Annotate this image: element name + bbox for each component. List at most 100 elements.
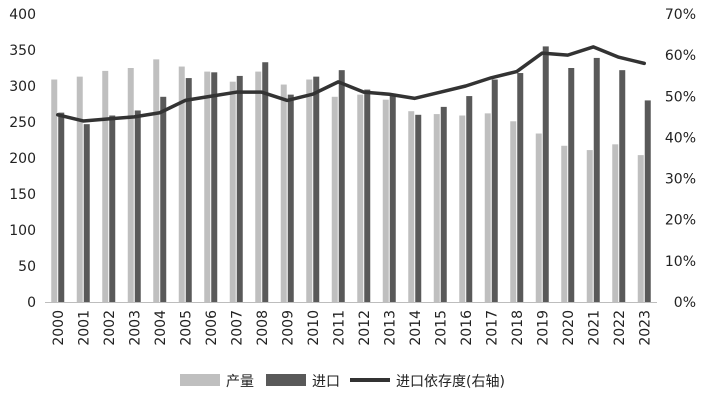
- bar-import: [440, 106, 447, 302]
- x-tick-label: 2001: [76, 310, 92, 346]
- bar-production: [331, 96, 338, 302]
- right-tick-label: 40%: [665, 130, 696, 146]
- bar-production: [280, 84, 287, 302]
- right-tick-label: 10%: [665, 254, 696, 270]
- bar-import: [517, 73, 524, 302]
- bar-import: [338, 70, 345, 302]
- left-tick-label: 100: [9, 223, 36, 239]
- x-tick-label: 2017: [484, 310, 500, 346]
- x-tick-label: 2018: [510, 310, 526, 346]
- bar-import: [236, 75, 243, 302]
- legend-label-import: 进口: [312, 374, 340, 390]
- bar-import: [134, 110, 141, 302]
- bar-import: [619, 70, 626, 302]
- bar-production: [51, 79, 58, 303]
- right-tick-label: 60%: [665, 48, 696, 64]
- bar-production: [433, 114, 440, 302]
- bar-import: [593, 57, 600, 302]
- x-tick-label: 2007: [229, 310, 245, 346]
- right-tick-label: 30%: [665, 172, 696, 188]
- x-tick-label: 2015: [433, 310, 449, 346]
- right-tick-label: 70%: [665, 7, 696, 23]
- bar-production: [127, 68, 134, 302]
- right-tick-label: 20%: [665, 213, 696, 229]
- x-tick-label: 2019: [535, 310, 551, 346]
- ratio-line-path: [56, 45, 646, 123]
- bar-import: [415, 114, 422, 302]
- bar-production: [153, 59, 160, 302]
- x-tick-label: 2012: [357, 310, 373, 346]
- x-tick-label: 2009: [280, 310, 296, 346]
- x-tick-label: 2022: [612, 310, 628, 346]
- x-tick-label: 2006: [204, 310, 220, 346]
- left-tick-label: 300: [9, 79, 36, 95]
- bar-import: [313, 76, 320, 302]
- bar-production: [637, 155, 644, 302]
- left-tick-label: 150: [9, 187, 36, 203]
- bar-production: [535, 133, 542, 302]
- bar-import: [364, 89, 371, 302]
- x-tick-label: 2005: [178, 310, 194, 346]
- left-tick-label: 400: [9, 7, 36, 23]
- bar-import: [211, 72, 218, 302]
- bar-production: [561, 145, 568, 302]
- bar-production: [408, 111, 415, 302]
- bar-import: [466, 96, 473, 302]
- bar-production: [484, 113, 491, 302]
- bar-production: [586, 150, 593, 302]
- x-tick-label: 2004: [153, 310, 169, 346]
- legend: 产量 进口 进口依存度(右轴): [180, 374, 505, 390]
- x-tick-label: 2023: [637, 310, 653, 346]
- bar-import: [83, 124, 90, 302]
- bar-production: [612, 144, 619, 302]
- legend-label-production: 产量: [226, 374, 254, 390]
- x-tick-label: 2003: [127, 310, 143, 346]
- bar-production: [306, 79, 313, 303]
- bar-import: [58, 112, 65, 302]
- right-axis-ticks: 0% 10% 20% 30% 40% 50% 60% 70%: [665, 7, 696, 311]
- left-tick-label: 350: [9, 43, 36, 59]
- bar-import: [542, 46, 549, 303]
- bar-import: [644, 100, 651, 303]
- bar-import: [160, 96, 167, 302]
- left-tick-label: 0: [27, 295, 36, 311]
- bar-production: [102, 70, 109, 302]
- x-tick-label: 2011: [331, 310, 347, 346]
- bar-import: [262, 62, 269, 302]
- x-tick-label: 2013: [382, 310, 398, 346]
- bar-production: [382, 99, 389, 303]
- bar-import: [287, 94, 294, 302]
- x-tick-label: 2010: [306, 310, 322, 346]
- x-tick-label: 2021: [586, 310, 602, 346]
- bars: [51, 46, 651, 303]
- bar-import: [109, 115, 116, 303]
- bar-production: [510, 121, 517, 302]
- x-tick-label: 2014: [408, 310, 424, 346]
- ratio-line: [56, 45, 646, 123]
- bar-import: [491, 79, 498, 303]
- bar-import: [389, 95, 396, 302]
- legend-swatch-production: [180, 374, 220, 386]
- legend-label-ratio: 进口依存度(右轴): [396, 374, 505, 390]
- bar-production: [229, 81, 236, 303]
- right-tick-label: 50%: [665, 89, 696, 105]
- left-tick-label: 250: [9, 115, 36, 131]
- x-tick-label: 2000: [51, 310, 67, 346]
- x-tick-label: 2002: [102, 310, 118, 346]
- left-tick-label: 50: [18, 259, 36, 275]
- right-tick-label: 0%: [674, 295, 696, 311]
- bar-production: [76, 76, 83, 302]
- x-tick-label: 2008: [255, 310, 271, 346]
- bar-import: [568, 68, 575, 302]
- x-axis-ticks: 2000 2001 2002 2003 2004 2005 2006 2007 2008 2009…: [51, 310, 654, 346]
- legend-swatch-import: [266, 374, 306, 386]
- bar-production: [357, 94, 364, 302]
- bar-production: [255, 71, 262, 302]
- bar-production: [204, 71, 211, 302]
- bar-production: [459, 115, 466, 303]
- bar-import: [185, 78, 192, 302]
- bar-production: [178, 66, 185, 302]
- left-axis-ticks: 0 50 100 150 200 250 300 350 400: [9, 7, 36, 311]
- left-tick-label: 200: [9, 151, 36, 167]
